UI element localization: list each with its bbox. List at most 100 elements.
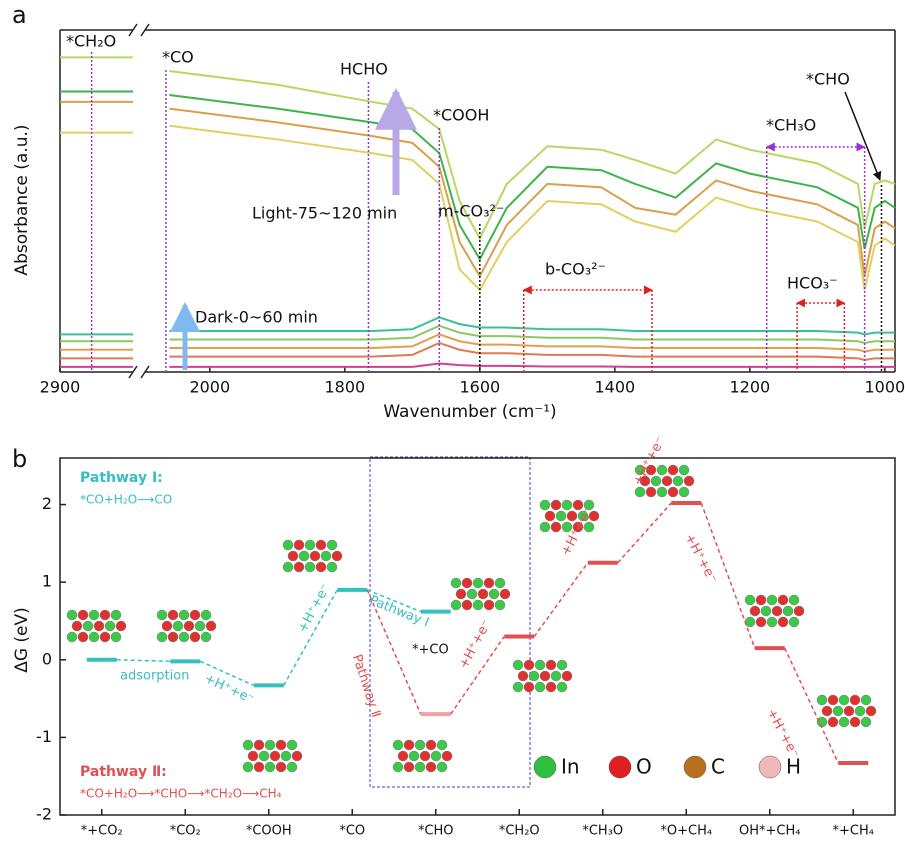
marker-label: HCHO xyxy=(340,60,388,79)
atom-decor xyxy=(286,761,298,773)
atom-decor xyxy=(488,588,500,600)
atom-decor xyxy=(545,659,557,671)
pathway-title: Pathway Ⅰ: xyxy=(80,470,163,486)
spectrum-line xyxy=(169,362,895,368)
spectrum-line xyxy=(169,341,895,362)
range-label: *CH₃O xyxy=(766,116,816,135)
atom-decor xyxy=(512,659,524,671)
atom-decor xyxy=(156,609,168,621)
atom-decor xyxy=(403,761,415,773)
atom-decor xyxy=(782,605,794,617)
connector xyxy=(283,589,338,686)
step-label: +H⁺+e⁻ xyxy=(763,706,801,760)
step-label: adsorption xyxy=(120,669,189,684)
atom-decor xyxy=(315,561,327,573)
x-tick-label: *+CH₄ xyxy=(833,824,874,839)
atom-decor xyxy=(77,631,89,643)
x-tick-label: *COOH xyxy=(246,824,292,839)
atom-decor xyxy=(788,616,800,628)
x-tick-label: *CH₂O xyxy=(499,824,540,839)
atom-decor xyxy=(200,609,212,621)
atom-decor xyxy=(656,486,668,498)
atom-decor xyxy=(291,750,303,762)
atom-decor xyxy=(472,599,484,611)
atom-decor xyxy=(777,616,789,628)
atom-decor xyxy=(555,510,567,522)
spectrum-line xyxy=(169,316,895,336)
atom-decor xyxy=(572,499,584,511)
atom-decor xyxy=(667,464,679,476)
atom-decor xyxy=(483,577,495,589)
atom-decor xyxy=(512,681,524,693)
atom-decor xyxy=(269,750,281,762)
range-label: HCO₃⁻ xyxy=(787,274,838,293)
range-label: b-CO₃²⁻ xyxy=(545,260,606,279)
atom-decor xyxy=(494,577,506,589)
atom-decor xyxy=(99,609,111,621)
spectrum-line xyxy=(169,333,895,353)
pathway-reaction: *CO+H₂O⟶*CHO⟶*CH₂O⟶CH₄ xyxy=(80,787,282,801)
connector xyxy=(700,502,756,649)
atom-decor xyxy=(539,670,551,682)
atom-decor xyxy=(766,594,778,606)
atom-decor xyxy=(816,694,828,706)
atom-decor xyxy=(843,705,855,717)
arrow xyxy=(844,91,882,181)
atom-decor xyxy=(788,594,800,606)
step-label: Pathway Ⅱ xyxy=(349,653,383,720)
y-tick-label: -1 xyxy=(36,727,52,746)
atom-decor xyxy=(436,761,448,773)
marker-label: m-CO₃²⁻ xyxy=(438,202,504,221)
atom-decor xyxy=(577,510,589,522)
atom-decor xyxy=(678,486,690,498)
x-tick-label: *O+CH₄ xyxy=(660,824,712,839)
atom-decor xyxy=(634,464,646,476)
atom-decor xyxy=(827,716,839,728)
atom-decor xyxy=(450,599,462,611)
atom-decor xyxy=(534,681,546,693)
step-label: +H⁺+e⁻ xyxy=(295,581,333,635)
axis-break xyxy=(128,23,138,37)
atom-decor xyxy=(827,694,839,706)
atom-decor xyxy=(461,599,473,611)
atom-decor xyxy=(66,609,78,621)
atom-decor xyxy=(744,594,756,606)
atom-decor xyxy=(77,609,89,621)
atom-decor xyxy=(566,510,578,522)
axis-break xyxy=(140,23,150,37)
spectrum-line xyxy=(169,93,896,262)
atom-decor xyxy=(286,739,298,751)
atom-decor xyxy=(771,605,783,617)
atom-decor xyxy=(275,739,287,751)
atom-decor xyxy=(326,561,338,573)
atom-decor xyxy=(93,620,105,632)
atom-decor xyxy=(115,620,127,632)
atom-decor xyxy=(639,475,651,487)
x-tick-label: 1400 xyxy=(594,378,635,397)
atom-decor xyxy=(450,577,462,589)
connector xyxy=(199,660,255,687)
atom-decor xyxy=(161,620,173,632)
atom-decor xyxy=(583,499,595,511)
x-tick-label: 2000 xyxy=(189,378,230,397)
atom-decor xyxy=(414,739,426,751)
y-tick-label: -2 xyxy=(36,805,52,824)
x-tick-label: *CHO xyxy=(418,824,454,839)
atom-decor xyxy=(430,750,442,762)
atom-decor xyxy=(860,694,872,706)
atom-decor xyxy=(523,659,535,671)
annotation: Dark-0~60 min xyxy=(195,308,318,327)
atom-decor xyxy=(494,599,506,611)
atom-decor xyxy=(253,739,265,751)
atom-decor xyxy=(320,550,332,562)
legend-swatch xyxy=(758,755,782,779)
atom-decor xyxy=(672,475,684,487)
connector xyxy=(617,502,672,564)
atom-decor xyxy=(461,577,473,589)
atom-decor xyxy=(275,761,287,773)
atom-decor xyxy=(88,631,100,643)
axis-break xyxy=(128,365,138,379)
connector xyxy=(450,636,505,715)
x-tick-label: 1600 xyxy=(459,378,500,397)
atom-decor xyxy=(189,631,201,643)
